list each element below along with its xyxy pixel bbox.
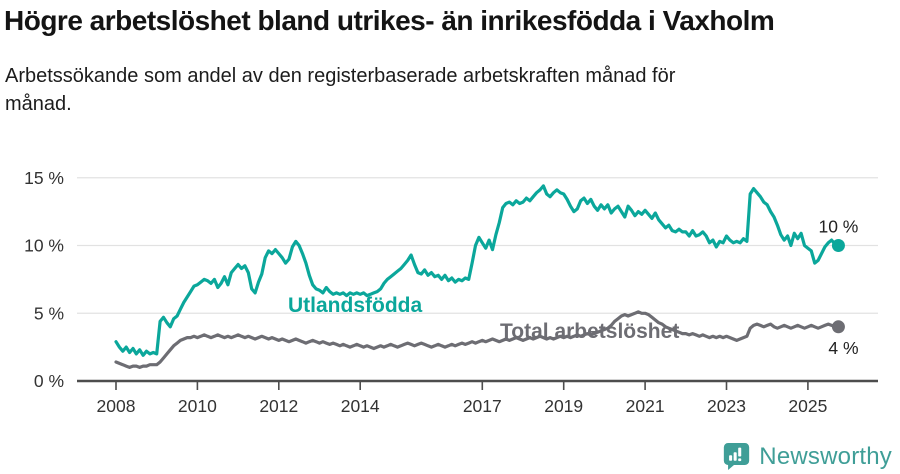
x-tick-label: 2017 xyxy=(463,396,502,416)
chart-subtitle: Arbetssökande som andel av den registerb… xyxy=(5,65,676,116)
series-label-utlandsfodda: Utlandsfödda xyxy=(288,294,422,317)
end-value-label-total: 4 % xyxy=(828,338,858,358)
series-end-dot-utlandsfodda xyxy=(831,239,845,252)
x-tick-label: 2014 xyxy=(341,396,380,416)
x-tick-label: 2025 xyxy=(788,396,827,416)
x-tick-label: 2023 xyxy=(707,396,746,416)
y-tick-label: 10 % xyxy=(24,236,64,256)
x-tick-label: 2008 xyxy=(97,396,136,416)
x-tick-label: 2012 xyxy=(259,396,298,416)
y-tick-label: 5 % xyxy=(34,303,64,323)
chart-title: Högre arbetslöshet bland utrikes- än inr… xyxy=(4,5,775,36)
x-tick-label: 2019 xyxy=(544,396,583,416)
end-value-label-utlandsfodda: 10 % xyxy=(818,217,858,237)
series-line-utlandsfodda xyxy=(114,184,841,357)
x-axis xyxy=(77,379,878,390)
axis-tick-labels: 0 % 5 % 10 % 15 % 2008 2010 2012 2014 2017 2019 20… xyxy=(24,168,827,416)
series-end-dot-total xyxy=(831,320,845,334)
y-tick-label: 0 % xyxy=(34,371,64,391)
newsworthy-logo[interactable]: Newsworthy xyxy=(723,442,892,471)
series-label-total-arbetsloshet: Total arbetslöshet xyxy=(500,320,679,343)
y-tick-label: 15 % xyxy=(24,168,64,188)
newsworthy-wordmark: Newsworthy xyxy=(759,442,892,470)
series-line-total-arbetsloshet xyxy=(114,310,841,369)
x-tick-label: 2010 xyxy=(178,396,217,416)
gridlines xyxy=(77,177,878,314)
bar-chart-speech-bubble-icon xyxy=(724,443,750,470)
x-tick-label: 2021 xyxy=(626,396,665,416)
